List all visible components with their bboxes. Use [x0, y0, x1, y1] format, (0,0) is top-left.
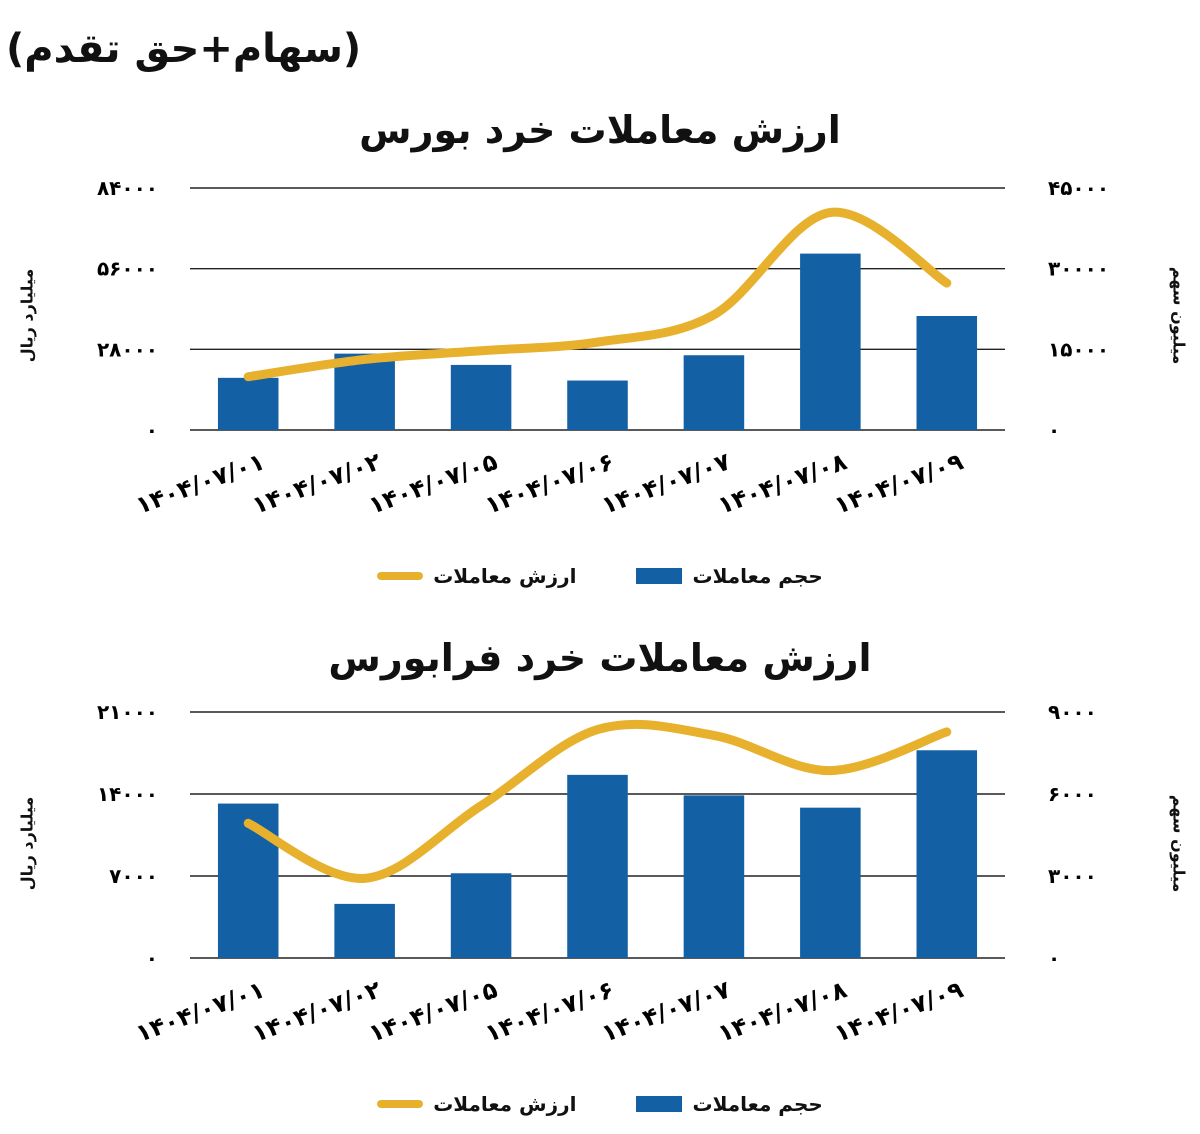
- header-note: (سهام+حق تقدم): [6, 26, 362, 72]
- bar: [800, 807, 861, 958]
- y-tick-label-left: ۲۱۰۰۰: [97, 700, 158, 724]
- y-tick-label-right: ۳۰۰۰: [1048, 864, 1097, 888]
- y-axis-title-left: میلیارد ریال: [17, 796, 37, 891]
- legend-swatch-line: [377, 572, 424, 580]
- legend-swatch-bar: [636, 1096, 683, 1112]
- bar: [450, 364, 512, 430]
- x-tick-label: ۱۴۰۴/۰۷/۰۹: [831, 447, 968, 520]
- bar: [683, 355, 745, 430]
- y-tick-label-left: ۰: [146, 946, 158, 970]
- y-tick-label-left: ۸۴۰۰۰: [97, 176, 158, 200]
- y-tick-label-right: ۶۰۰۰: [1048, 782, 1097, 806]
- y-tick-label-right: ۴۵۰۰۰: [1048, 176, 1109, 200]
- legend-label-bar: حجم معاملات: [692, 1092, 823, 1116]
- chart-title: ارزش معاملات خرد فرابورس: [328, 636, 872, 680]
- bar: [567, 380, 628, 430]
- x-tick-label: ۱۴۰۴/۰۷/۰۹: [831, 975, 968, 1048]
- x-tick-label: ۱۴۰۴/۰۷/۰۶: [481, 447, 617, 519]
- y-tick-label-left: ۲۸۰۰۰: [97, 337, 158, 361]
- x-tick-label: ۱۴۰۴/۰۷/۰۸: [714, 975, 851, 1048]
- legend-item-bar: حجم معاملات: [636, 564, 823, 588]
- bar: [334, 903, 395, 958]
- bar: [217, 803, 279, 958]
- bar: [683, 795, 745, 958]
- x-tick-label: ۱۴۰۴/۰۷/۰۲: [249, 447, 386, 520]
- y-axis-title-left: میلیارد ریال: [17, 268, 37, 363]
- y-tick-label-left: ۵۶۰۰۰: [97, 257, 158, 281]
- bar: [567, 774, 628, 958]
- legend-label-bar: حجم معاملات: [692, 564, 823, 588]
- y-tick-label-right: ۰: [1048, 946, 1060, 970]
- x-tick-label: ۱۴۰۴/۰۷/۰۷: [598, 447, 735, 520]
- x-tick-label: ۱۴۰۴/۰۷/۰۱: [132, 447, 268, 519]
- bar: [800, 253, 861, 430]
- x-tick-label: ۱۴۰۴/۰۷/۰۶: [481, 975, 617, 1047]
- bar: [916, 315, 978, 430]
- bar: [217, 377, 279, 430]
- x-tick-label: ۱۴۰۴/۰۷/۰۱: [132, 975, 268, 1047]
- legend-label-line: ارزش معاملات: [433, 1092, 577, 1116]
- y-axis-title-right: میلیون سهم: [1169, 266, 1189, 365]
- bar: [450, 873, 512, 958]
- x-tick-label: ۱۴۰۴/۰۷/۰۵: [365, 447, 501, 519]
- plot-area: ۰ ۰ ۲۸۰۰۰ ۱۵۰۰۰ ۵۶۰۰۰ ۳۰۰۰۰ ۸۴۰۰۰ ۴۵۰۰۰ ۱۴۰۴/۰۷/…: [97, 176, 1109, 520]
- legend-item-line: ارزش معاملات: [377, 564, 576, 588]
- x-tick-label: ۱۴۰۴/۰۷/۰۵: [365, 975, 501, 1047]
- x-tick-label: ۱۴۰۴/۰۷/۰۲: [249, 975, 386, 1048]
- chart-bourse: ارزش معاملات خرد بورس ۰ ۰ ۲۸۰۰۰ ۱۵۰۰۰ ۵۶۰۰۰ ۳…: [0, 100, 1200, 600]
- legend-swatch-bar: [636, 568, 683, 584]
- legend: حجم معاملات ارزش معاملات: [0, 1092, 1200, 1116]
- y-tick-label-right: ۹۰۰۰: [1048, 700, 1097, 724]
- bar: [916, 750, 978, 958]
- y-tick-label-left: ۰: [146, 418, 158, 442]
- y-tick-label-right: ۰: [1048, 418, 1060, 442]
- chart-title: ارزش معاملات خرد بورس: [359, 108, 841, 152]
- legend-item-line: ارزش معاملات: [377, 1092, 576, 1116]
- x-tick-label: ۱۴۰۴/۰۷/۰۸: [714, 447, 851, 520]
- legend-swatch-line: [377, 1100, 424, 1108]
- legend: حجم معاملات ارزش معاملات: [0, 564, 1200, 588]
- y-tick-label-right: ۱۵۰۰۰: [1048, 337, 1109, 361]
- y-tick-label-right: ۳۰۰۰۰: [1048, 257, 1109, 281]
- chart-farabourse: ارزش معاملات خرد فرابورس ۰ ۰ ۷۰۰۰ ۳۰۰۰ ۱۴۰۰۰…: [0, 628, 1200, 1128]
- y-axis-title-right: میلیون سهم: [1169, 794, 1189, 893]
- x-tick-label: ۱۴۰۴/۰۷/۰۷: [598, 975, 735, 1048]
- y-tick-label-left: ۷۰۰۰: [109, 864, 158, 888]
- legend-item-bar: حجم معاملات: [636, 1092, 823, 1116]
- y-tick-label-left: ۱۴۰۰۰: [97, 782, 158, 806]
- legend-label-line: ارزش معاملات: [433, 564, 577, 588]
